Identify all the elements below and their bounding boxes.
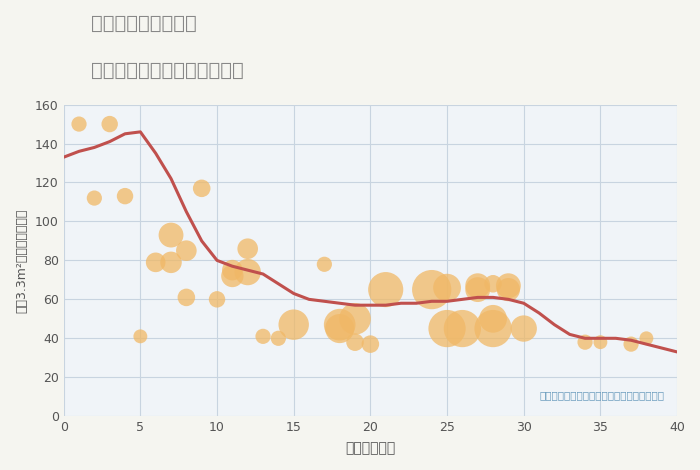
Point [349,315,360,322]
Point [318,260,330,268]
Point [120,192,131,200]
Point [457,325,468,332]
Point [380,286,391,293]
Point [487,280,498,288]
Point [181,294,192,301]
Point [349,338,360,346]
Point [472,286,483,293]
Point [242,245,253,252]
Point [487,315,498,322]
Point [442,284,453,291]
Text: 埼玉県三郷市上彦名: 埼玉県三郷市上彦名 [91,14,197,33]
Point [580,338,591,346]
Point [518,325,529,332]
Point [334,321,345,329]
Point [288,321,300,329]
Point [89,194,100,202]
Point [242,268,253,276]
Text: 円の大きさは、取引のあった物件面積を示す: 円の大きさは、取引のあった物件面積を示す [540,391,665,400]
Point [104,120,116,128]
Point [165,231,176,239]
Point [640,335,652,342]
Point [211,296,223,303]
Point [135,333,146,340]
Point [487,325,498,332]
Point [503,286,514,293]
Point [181,247,192,254]
Point [258,333,269,340]
Point [426,286,438,293]
Point [365,340,376,348]
Y-axis label: 坪（3.3m²）単価（万円）: 坪（3.3m²）単価（万円） [15,208,28,313]
Point [165,258,176,266]
Point [595,338,606,346]
Point [273,335,284,342]
Point [626,340,637,348]
Point [503,282,514,290]
Point [334,325,345,332]
Point [196,185,207,192]
Point [74,120,85,128]
Text: 築年数別中古マンション価格: 築年数別中古マンション価格 [91,61,244,80]
Point [472,282,483,290]
Point [442,325,453,332]
Point [227,272,238,280]
Point [150,258,161,266]
Point [227,266,238,274]
X-axis label: 築年数（年）: 築年数（年） [345,441,396,455]
